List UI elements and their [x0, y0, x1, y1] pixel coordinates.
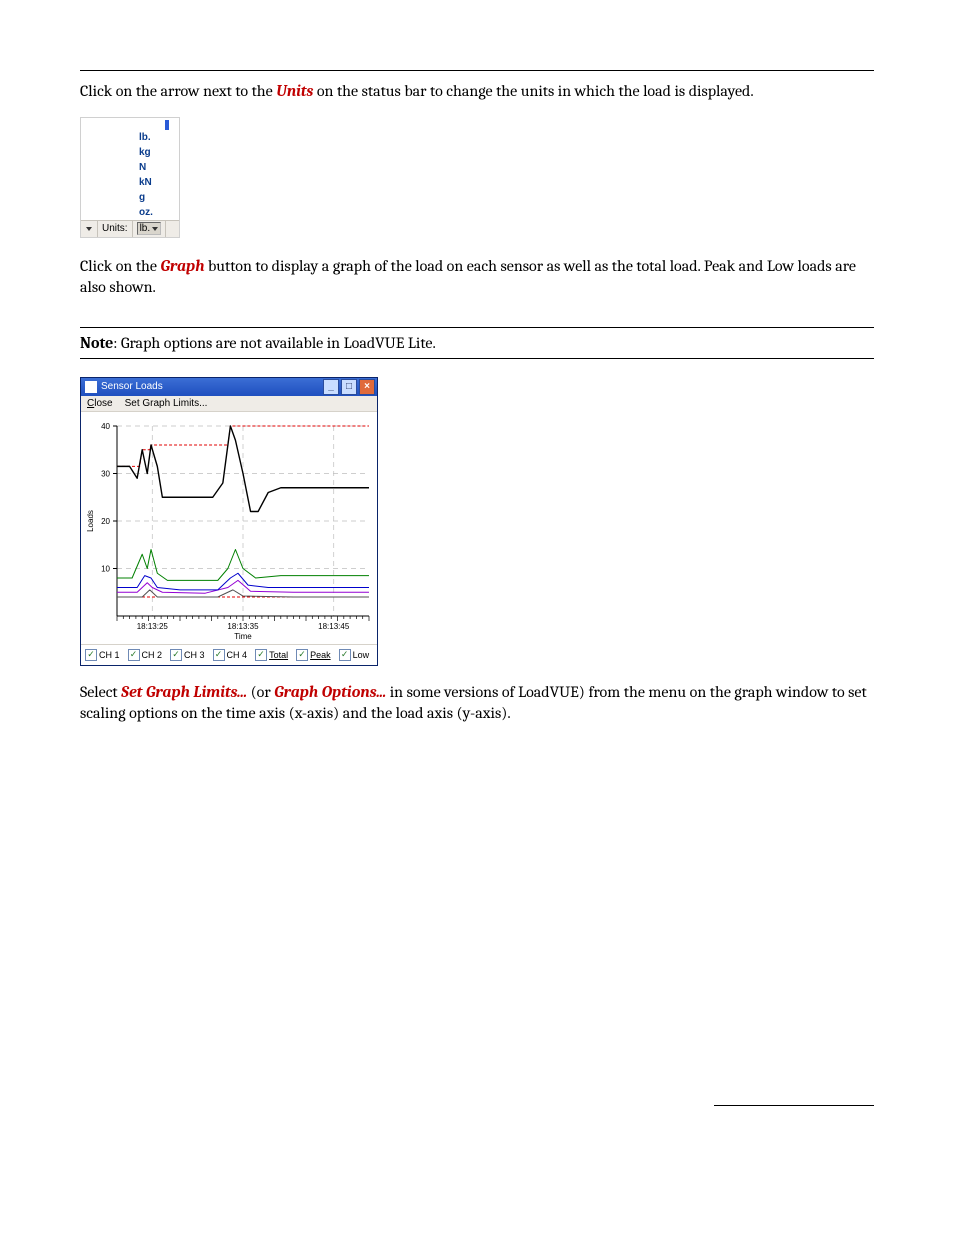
graph-plot-area: 10 20 30 40 Loads 18:13:25 18:13:35 18:13:45 Tim… — [81, 412, 377, 644]
paragraph-graph: Click on the Graph button to display a g… — [80, 256, 874, 299]
paragraph-set-limits: Select Set Graph Limits... (or Graph Opt… — [80, 682, 874, 725]
checkbox-icon — [128, 649, 140, 661]
units-menu-item[interactable]: kN — [81, 175, 179, 190]
text: (or — [247, 683, 274, 701]
legend-label: Low — [353, 650, 370, 660]
legend-check-ch1[interactable]: CH 1 — [85, 649, 120, 661]
text: Click on the arrow next to the — [80, 82, 276, 100]
window-minimize-button[interactable]: _ — [323, 379, 339, 395]
window-maximize-button[interactable]: □ — [341, 379, 357, 395]
graph-keyword: Graph — [161, 257, 205, 275]
note-label: Note — [80, 334, 113, 352]
chevron-down-icon — [152, 227, 158, 231]
legend-check-total[interactable]: Total — [255, 649, 288, 661]
checkbox-icon — [170, 649, 182, 661]
svg-text:30: 30 — [101, 469, 110, 478]
svg-text:20: 20 — [101, 517, 110, 526]
legend-label: CH 4 — [227, 650, 248, 660]
legend-label: CH 2 — [142, 650, 163, 660]
legend-label: CH 3 — [184, 650, 205, 660]
checkbox-icon — [296, 649, 308, 661]
legend-label: Total — [269, 650, 288, 660]
graph-svg: 10 20 30 40 Loads 18:13:25 18:13:35 18:13:45 Tim… — [81, 412, 377, 644]
paragraph-units: Click on the arrow next to the Units on … — [80, 81, 874, 103]
graph-legend-checkrow: CH 1 CH 2 CH 3 CH 4 Total Peak Low — [81, 644, 377, 665]
svg-text:18:13:45: 18:13:45 — [318, 622, 350, 631]
legend-label: CH 1 — [99, 650, 120, 660]
window-titlebar[interactable]: Sensor Loads _ □ × — [81, 378, 377, 396]
legend-check-ch2[interactable]: CH 2 — [128, 649, 163, 661]
checkbox-icon — [255, 649, 267, 661]
svg-text:18:13:25: 18:13:25 — [137, 622, 169, 631]
svg-text:Loads: Loads — [86, 510, 95, 532]
units-keyword: Units — [276, 82, 313, 100]
units-menu-item[interactable]: oz. — [81, 205, 179, 220]
statusbar-units-label: Units: — [98, 221, 133, 237]
units-menu-item[interactable]: kg — [81, 145, 179, 160]
app-icon — [85, 381, 97, 393]
checkbox-icon — [85, 649, 97, 661]
units-menu-item[interactable]: N — [81, 160, 179, 175]
legend-check-peak[interactable]: Peak — [296, 649, 331, 661]
menu-close-rest: lose — [94, 398, 112, 409]
sensor-loads-window: Sensor Loads _ □ × Close Set Graph Limit… — [80, 377, 378, 666]
set-graph-limits-keyword: Set Graph Limits... — [121, 683, 247, 701]
note-text: : Graph options are not available in Loa… — [113, 334, 435, 352]
top-rule — [80, 70, 874, 71]
window-close-button[interactable]: × — [359, 379, 375, 395]
legend-label: Peak — [310, 650, 331, 660]
units-status-bar: Units: lb. — [81, 220, 179, 237]
checkbox-icon — [339, 649, 351, 661]
graph-options-keyword: Graph Options... — [274, 683, 386, 701]
text: on the status bar to change the units in… — [313, 82, 753, 100]
text: Click on the — [80, 257, 161, 275]
window-title: Sensor Loads — [101, 381, 163, 392]
units-menu-list: lb.kgNkNgoz. — [81, 130, 179, 220]
legend-check-ch4[interactable]: CH 4 — [213, 649, 248, 661]
note-rule-bottom — [80, 358, 874, 359]
units-highlight-marker — [81, 118, 179, 130]
svg-text:Time: Time — [234, 632, 252, 641]
statusbar-arrow[interactable] — [81, 221, 98, 237]
svg-text:10: 10 — [101, 564, 110, 573]
chevron-down-icon — [86, 227, 92, 231]
menu-close[interactable]: Close — [87, 398, 113, 409]
window-menubar: Close Set Graph Limits... — [81, 396, 377, 412]
legend-check-ch3[interactable]: CH 3 — [170, 649, 205, 661]
menu-set-graph-limits[interactable]: Set Graph Limits... — [125, 398, 208, 409]
note-block: Note: Graph options are not available in… — [80, 327, 874, 359]
units-menu-item[interactable]: g — [81, 190, 179, 205]
units-menu-item[interactable]: lb. — [81, 130, 179, 145]
checkbox-icon — [213, 649, 225, 661]
statusbar-units-selector[interactable]: lb. — [133, 221, 167, 237]
svg-text:40: 40 — [101, 422, 110, 431]
text: Select — [80, 683, 121, 701]
note-line: Note: Graph options are not available in… — [80, 328, 874, 358]
svg-text:18:13:35: 18:13:35 — [227, 622, 259, 631]
units-dropdown-figure: lb.kgNkNgoz. Units: lb. — [80, 117, 180, 238]
legend-check-low[interactable]: Low — [339, 649, 370, 661]
statusbar-units-value: lb. — [140, 223, 151, 234]
